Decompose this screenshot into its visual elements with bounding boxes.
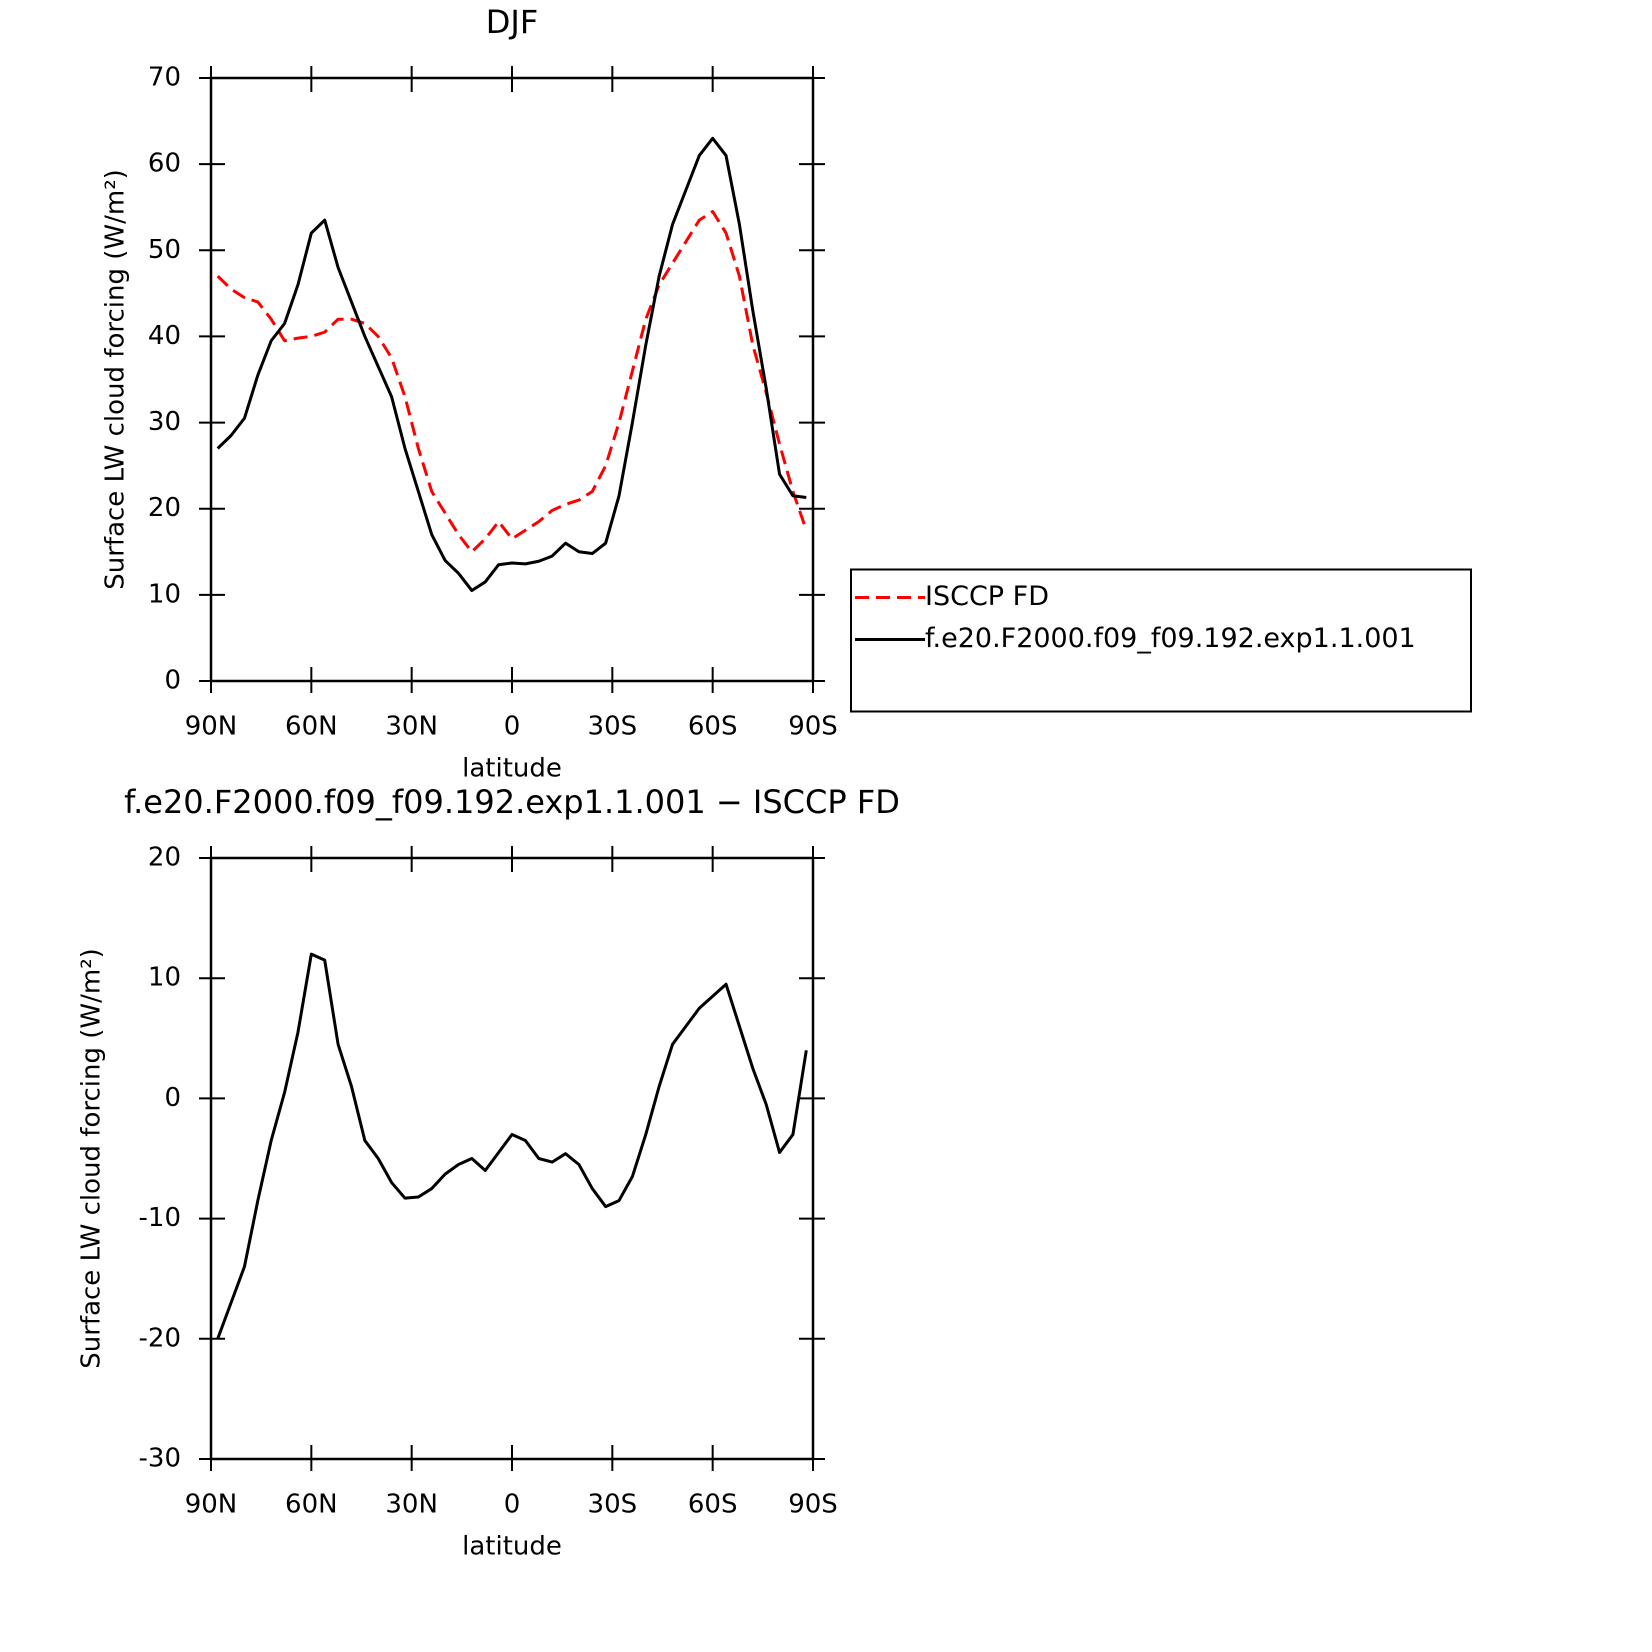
y-tick-label: 20 [148, 843, 181, 873]
y-tick-label: 10 [148, 579, 181, 609]
y-tick-label: 20 [148, 493, 181, 523]
y-axis-label: Surface LW cloud forcing (W/m²) [77, 948, 107, 1369]
x-tick-label: 30N [385, 712, 438, 742]
x-tick-label: 30N [385, 1490, 438, 1520]
y-tick-label: 60 [148, 149, 181, 179]
legend-label: f.e20.F2000.f09_f09.192.exp1.1.001 [925, 623, 1416, 654]
x-tick-label: 90N [185, 1490, 238, 1520]
y-axis-label: Surface LW cloud forcing (W/m²) [101, 169, 131, 590]
x-tick-label: 60S [688, 712, 738, 742]
x-tick-label: 90S [788, 1490, 838, 1520]
y-tick-label: 10 [148, 963, 181, 993]
x-tick-label: 90N [185, 712, 238, 742]
x-tick-label: 60S [688, 1490, 738, 1520]
y-tick-label: 0 [164, 666, 181, 696]
plot-frame [209, 76, 815, 683]
legend-box [850, 568, 1472, 713]
y-tick-label: 0 [164, 1083, 181, 1113]
plot-frame [209, 856, 815, 1461]
y-tick-label: 30 [148, 407, 181, 437]
y-tick-label: 40 [148, 321, 181, 351]
series-line [216, 210, 808, 554]
series-line [216, 952, 808, 1340]
x-tick-label: 60N [285, 1490, 338, 1520]
legend-label: ISCCP FD [925, 581, 1049, 612]
y-tick-label: 70 [148, 63, 181, 93]
chart-title: DJF [486, 3, 538, 41]
y-tick-label: 50 [148, 235, 181, 265]
y-tick-label: -20 [139, 1323, 181, 1353]
series-line [216, 136, 807, 593]
x-tick-label: 30S [588, 1490, 638, 1520]
x-tick-label: 30S [588, 712, 638, 742]
x-axis-label: latitude [462, 1532, 562, 1562]
chart-title: f.e20.F2000.f09_f09.192.exp1.1.001 − ISC… [124, 783, 900, 821]
y-tick-label: -30 [139, 1444, 181, 1474]
y-tick-label: -10 [139, 1203, 181, 1233]
x-axis-label: latitude [462, 754, 562, 784]
x-tick-label: 60N [285, 712, 338, 742]
x-tick-label: 0 [504, 712, 521, 742]
x-tick-label: 90S [788, 712, 838, 742]
x-tick-label: 0 [504, 1490, 521, 1520]
